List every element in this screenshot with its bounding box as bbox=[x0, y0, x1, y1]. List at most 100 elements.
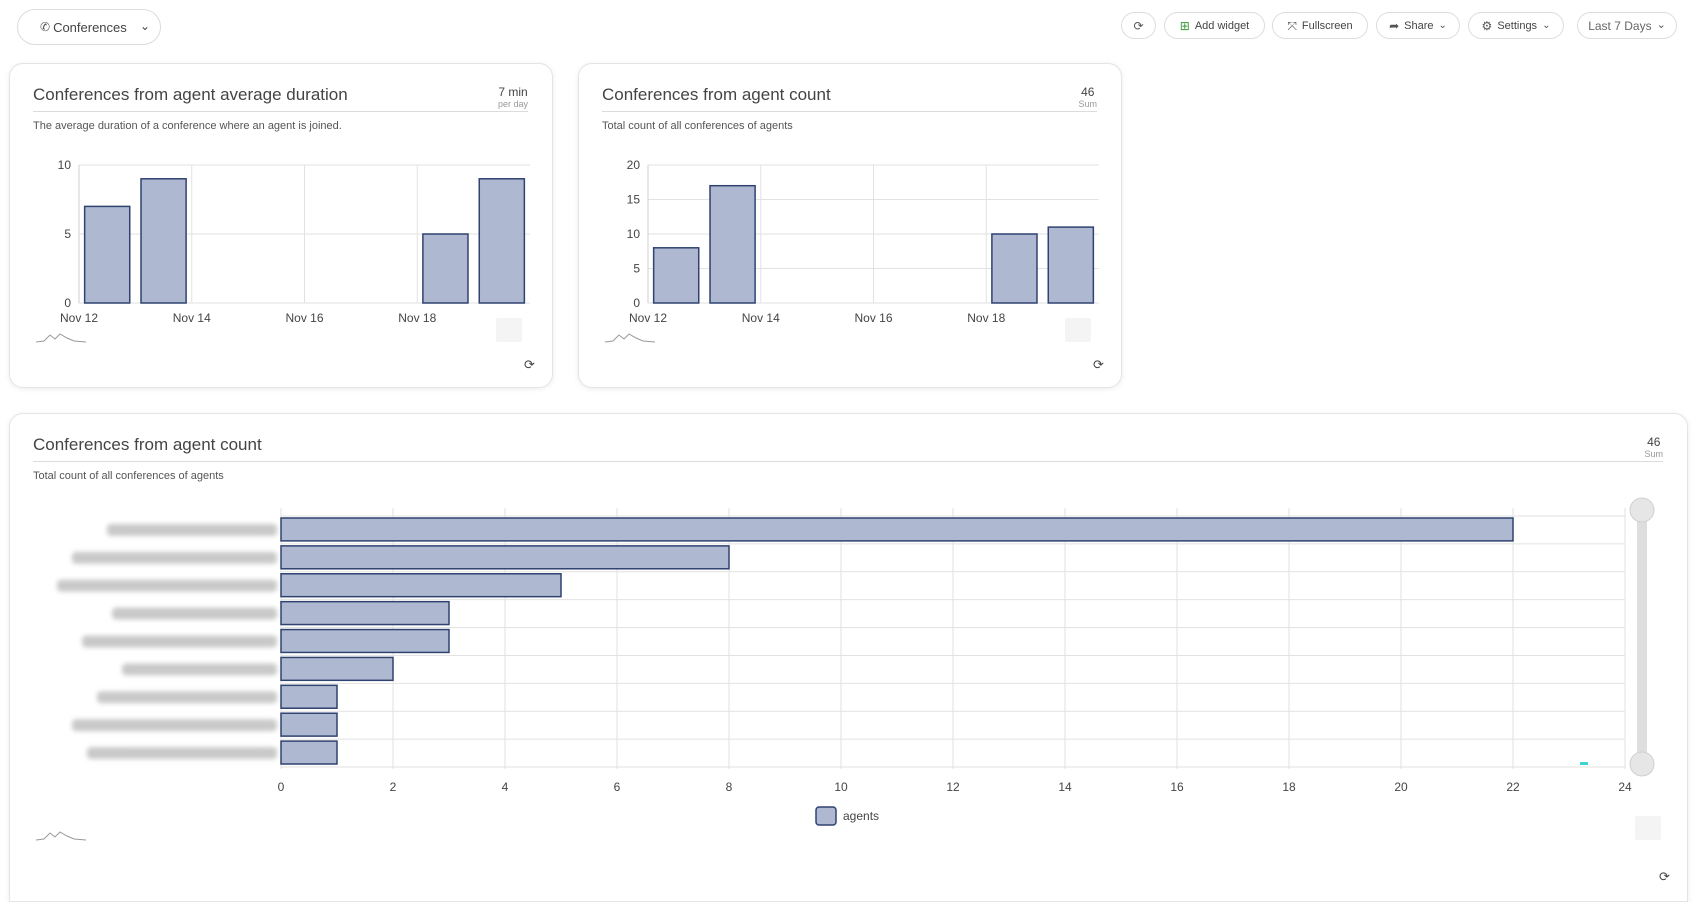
redacted-category-label bbox=[112, 607, 277, 620]
date-range-label: Last 7 Days bbox=[1588, 18, 1652, 33]
sparkline-icon bbox=[605, 333, 655, 343]
bar bbox=[83, 205, 131, 304]
y-tick-label: 5 bbox=[64, 227, 71, 241]
settings-label: Settings bbox=[1497, 19, 1538, 32]
chevron-down-icon: ⌄ bbox=[1656, 19, 1666, 31]
y-tick-label: 10 bbox=[58, 158, 72, 172]
redacted-category-label bbox=[72, 719, 277, 732]
bar bbox=[478, 178, 526, 304]
x-tick-label: Nov 12 bbox=[629, 311, 667, 325]
share-button[interactable]: ➦ Share ⌄ bbox=[1376, 12, 1460, 39]
date-range-select[interactable]: Last 7 Days ⌄ bbox=[1577, 12, 1677, 39]
phone-icon: ✆ bbox=[40, 20, 51, 34]
metric-unit: per day bbox=[497, 99, 528, 109]
x-tick-label: 12 bbox=[946, 780, 960, 794]
bar bbox=[280, 600, 450, 626]
refresh-button[interactable]: ⟳ bbox=[1121, 12, 1156, 39]
fullscreen-button[interactable]: ⤧ Fullscreen bbox=[1272, 12, 1368, 39]
scroll-handle-top bbox=[1629, 497, 1655, 523]
metric-unit: Sum bbox=[1644, 449, 1663, 459]
share-icon: ➦ bbox=[1389, 18, 1400, 33]
x-tick-label: 14 bbox=[1058, 780, 1072, 794]
fullscreen-label: Fullscreen bbox=[1301, 19, 1353, 32]
gears-icon: ⚙ bbox=[1481, 18, 1493, 33]
widget-refresh-icon[interactable]: ⟳ bbox=[1659, 869, 1670, 884]
x-tick-label: 22 bbox=[1506, 780, 1520, 794]
x-tick-label: 16 bbox=[1170, 780, 1184, 794]
bar bbox=[280, 684, 338, 709]
bar bbox=[1047, 226, 1095, 304]
x-tick-label: 2 bbox=[390, 780, 397, 794]
y-tick-label: 5 bbox=[633, 262, 640, 276]
metric-value: 7 min bbox=[498, 85, 528, 99]
scrollbar-track bbox=[1637, 510, 1647, 764]
bar bbox=[709, 184, 756, 304]
metric-value: 46 bbox=[1647, 435, 1661, 449]
sparkline-icon bbox=[36, 333, 86, 343]
y-tick-label: 0 bbox=[633, 296, 640, 310]
title-divider bbox=[33, 461, 1663, 462]
widget-title: Conferences from agent average duration bbox=[33, 85, 348, 104]
toolbar: ✆ Conferences ⌄ ⟳ ⊞ Add widget ⤧ Fullscr… bbox=[0, 0, 1706, 52]
bar bbox=[422, 233, 469, 304]
widget-refresh-icon[interactable]: ⟳ bbox=[524, 357, 535, 372]
title-divider bbox=[602, 111, 1097, 112]
x-tick-label: 8 bbox=[726, 780, 733, 794]
x-tick-label: 20 bbox=[1394, 780, 1408, 794]
chevron-down-icon: ⌄ bbox=[139, 19, 150, 33]
bar-chart: 0 5 10 15 20 Nov 12 Nov 14 Nov 16 Nov 18 bbox=[627, 158, 1099, 325]
chart-mode-button[interactable] bbox=[496, 318, 522, 342]
redacted-category-label bbox=[122, 663, 277, 676]
chart-mode-button[interactable] bbox=[1635, 816, 1661, 840]
widget-title: Conferences from agent count bbox=[33, 435, 262, 454]
metric-unit: Sum bbox=[1078, 99, 1097, 109]
fullscreen-icon: ⤧ bbox=[1287, 18, 1297, 33]
bar bbox=[991, 233, 1038, 304]
widget-description: Total count of all conferences of agents bbox=[602, 120, 793, 132]
x-tick-label: Nov 18 bbox=[967, 311, 1005, 325]
bar bbox=[280, 517, 1514, 542]
widget-title: Conferences from agent count bbox=[602, 85, 831, 104]
widget-metric: 46 Sum bbox=[1078, 86, 1097, 109]
widget-metric: 7 min per day bbox=[498, 86, 528, 109]
x-tick-label: 0 bbox=[278, 780, 285, 794]
x-tick-label: Nov 14 bbox=[173, 311, 211, 325]
bar bbox=[280, 740, 338, 765]
widget-refresh-icon[interactable]: ⟳ bbox=[1093, 357, 1104, 372]
legend-label: agents bbox=[843, 809, 879, 823]
x-tick-label: 18 bbox=[1282, 780, 1296, 794]
bar bbox=[280, 573, 562, 598]
redacted-category-label bbox=[97, 691, 277, 704]
x-tick-label: 4 bbox=[502, 780, 509, 794]
bar bbox=[280, 712, 338, 737]
add-widget-label: Add widget bbox=[1194, 19, 1250, 32]
y-tick-label: 20 bbox=[627, 158, 641, 172]
bar bbox=[652, 247, 700, 304]
widget-agent-count: Conferences from agent count 46 Sum Tota… bbox=[578, 63, 1122, 388]
chevron-down-icon: ⌄ bbox=[1438, 19, 1447, 31]
bar-chart: 0 5 10 Nov 12 Nov 14 Nov 16 Nov 18 bbox=[58, 158, 530, 325]
dashboard-name: Conferences bbox=[53, 19, 127, 35]
x-tick-label: Nov 16 bbox=[854, 311, 892, 325]
dashboard-selector[interactable]: ✆ Conferences ⌄ bbox=[17, 9, 161, 45]
y-tick-label: 15 bbox=[627, 193, 641, 207]
widget-avg-duration: Conferences from agent average duration … bbox=[9, 63, 553, 388]
legend-swatch bbox=[815, 806, 837, 826]
scroll-indicator bbox=[1580, 762, 1588, 765]
x-tick-label: Nov 14 bbox=[742, 311, 780, 325]
x-tick-label: 6 bbox=[614, 780, 621, 794]
sparkline-icon bbox=[36, 831, 86, 841]
add-widget-button[interactable]: ⊞ Add widget bbox=[1164, 12, 1265, 39]
y-tick-label: 0 bbox=[64, 296, 71, 310]
x-tick-label: Nov 18 bbox=[398, 311, 436, 325]
chart-mode-button[interactable] bbox=[1065, 318, 1091, 342]
settings-button[interactable]: ⚙ Settings ⌄ bbox=[1468, 12, 1564, 39]
bar bbox=[140, 178, 187, 304]
redacted-category-label bbox=[57, 579, 277, 592]
x-tick-label: Nov 12 bbox=[60, 311, 98, 325]
chevron-down-icon: ⌄ bbox=[1542, 19, 1551, 31]
widget-agent-count-by-agent: Conferences from agent count 46 Sum Tota… bbox=[9, 413, 1688, 902]
add-widget-icon: ⊞ bbox=[1179, 18, 1190, 33]
metric-value: 46 bbox=[1081, 85, 1095, 99]
